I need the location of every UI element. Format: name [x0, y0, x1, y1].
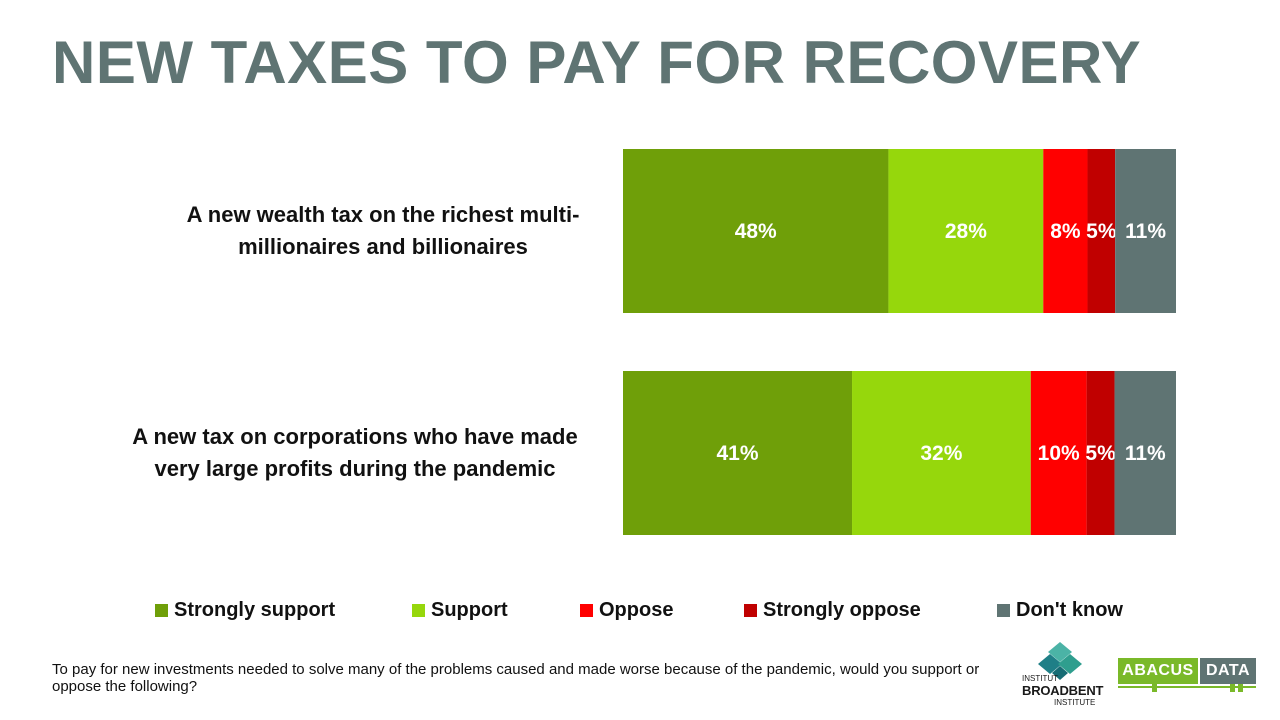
bar-segment [852, 371, 1031, 535]
data-label: 11% [1125, 442, 1166, 465]
broadbent-line3: INSTITUTE [1054, 698, 1096, 707]
bar-segment [888, 149, 1044, 313]
broadbent-line2: BROADBENT [1022, 683, 1104, 698]
legend-item: Strongly support [155, 599, 335, 622]
abacus-logo-underline [1118, 686, 1256, 688]
broadbent-institute-logo: INSTITUT BROADBENT INSTITUTE [1020, 640, 1104, 712]
legend-label: Don't know [1016, 599, 1123, 621]
data-label: 41% [716, 442, 758, 465]
legend-label: Strongly support [174, 599, 336, 621]
bar-segment [1114, 371, 1176, 535]
legend-label: Oppose [599, 599, 674, 621]
bar-segment [1086, 371, 1115, 535]
category-label-line: millionaires and billionaires [238, 234, 528, 259]
bar-segment [1030, 371, 1087, 535]
category-label-line: very large profits during the pandemic [155, 456, 556, 481]
legend-item: Support [412, 599, 508, 622]
legend-label: Support [431, 599, 508, 621]
abacus-logo-left: ABACUS [1118, 658, 1198, 684]
legend-item: Oppose [580, 599, 673, 622]
data-label: 5% [1085, 442, 1116, 465]
footnote: To pay for new investments needed to sol… [52, 661, 980, 695]
legend-item: Strongly oppose [744, 599, 921, 622]
data-label: 5% [1086, 220, 1117, 243]
bar-segment [623, 149, 889, 313]
category-label-line: A new wealth tax on the richest multi- [187, 202, 580, 227]
abacus-logo-tick [1238, 684, 1243, 692]
legend-swatch [580, 604, 593, 617]
data-label: 28% [945, 220, 987, 243]
legend-swatch [412, 604, 425, 617]
category-label: A new tax on corporations who have made v… [132, 424, 577, 481]
data-label: 8% [1050, 220, 1081, 243]
legend: Strongly support Support Oppose Strongly op… [0, 599, 1280, 623]
abacus-logo-right: DATA [1200, 658, 1256, 684]
bar-segment [1115, 149, 1176, 313]
bar-segment [1043, 149, 1088, 313]
stacked-bar-chart: A new wealth tax on the richest multi-mi… [132, 149, 1176, 535]
chart-title: NEW TAXES TO PAY FOR RECOVERY [52, 29, 1142, 96]
legend-swatch [744, 604, 757, 617]
legend-swatch [997, 604, 1010, 617]
broadbent-line1: INSTITUT [1022, 674, 1058, 683]
abacus-data-logo: ABACUS DATA [1118, 658, 1256, 694]
legend-item: Don't know [997, 599, 1123, 622]
data-label: 32% [920, 442, 962, 465]
legend-swatch [155, 604, 168, 617]
legend-label: Strongly oppose [763, 599, 921, 621]
bar-segment [623, 371, 853, 535]
data-label: 11% [1125, 220, 1166, 243]
bar-segment [1087, 149, 1116, 313]
abacus-logo-tick [1152, 684, 1157, 692]
abacus-logo-tick [1230, 684, 1235, 692]
data-label: 48% [735, 220, 777, 243]
category-label-line: A new tax on corporations who have made [132, 424, 577, 449]
data-label: 10% [1038, 442, 1080, 465]
category-label: A new wealth tax on the richest multi-mi… [187, 202, 580, 259]
